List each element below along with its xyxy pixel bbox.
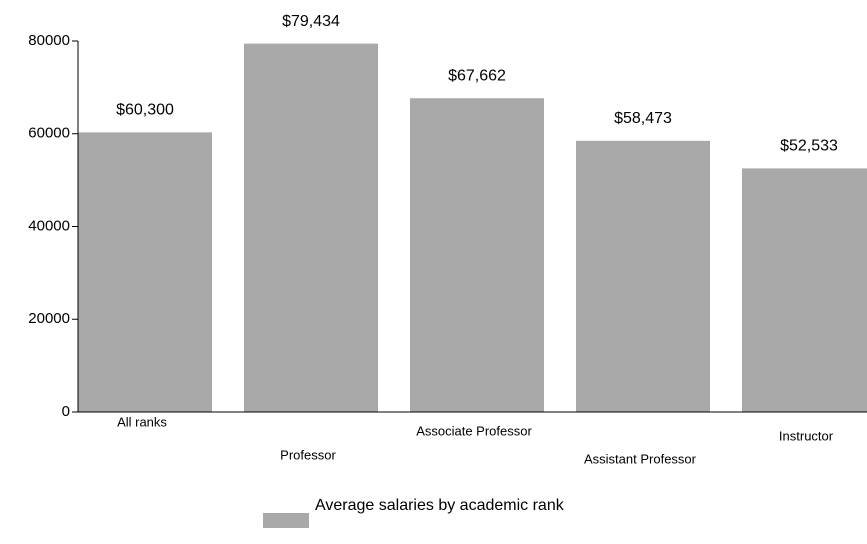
bar [742, 168, 867, 412]
y-tick-label: 20000 [28, 310, 70, 327]
x-tick-label: Professor [280, 447, 336, 462]
value-label: $60,300 [116, 102, 174, 119]
bar [410, 98, 544, 413]
legend: Average salaries by academic rank [263, 497, 585, 528]
value-label: $52,533 [780, 138, 838, 155]
bar [78, 132, 212, 412]
x-tick-label: All ranks [117, 414, 167, 429]
value-label: $67,662 [448, 67, 506, 84]
bar [244, 43, 378, 413]
y-tick-label: 40000 [28, 217, 70, 234]
x-tick-label: Assistant Professor [584, 451, 697, 466]
y-tick-label: 0 [62, 403, 70, 420]
x-tick-label: Associate Professor [416, 423, 532, 438]
x-tick-label: Instructor [779, 428, 834, 443]
value-label: $58,473 [614, 110, 672, 127]
legend-label: Average salaries by academic rank [315, 497, 564, 514]
bar [576, 140, 710, 412]
y-tick-label: 60000 [28, 125, 70, 142]
value-label: $79,434 [282, 13, 340, 30]
legend-swatch [263, 513, 309, 528]
y-tick-label: 80000 [28, 32, 70, 49]
